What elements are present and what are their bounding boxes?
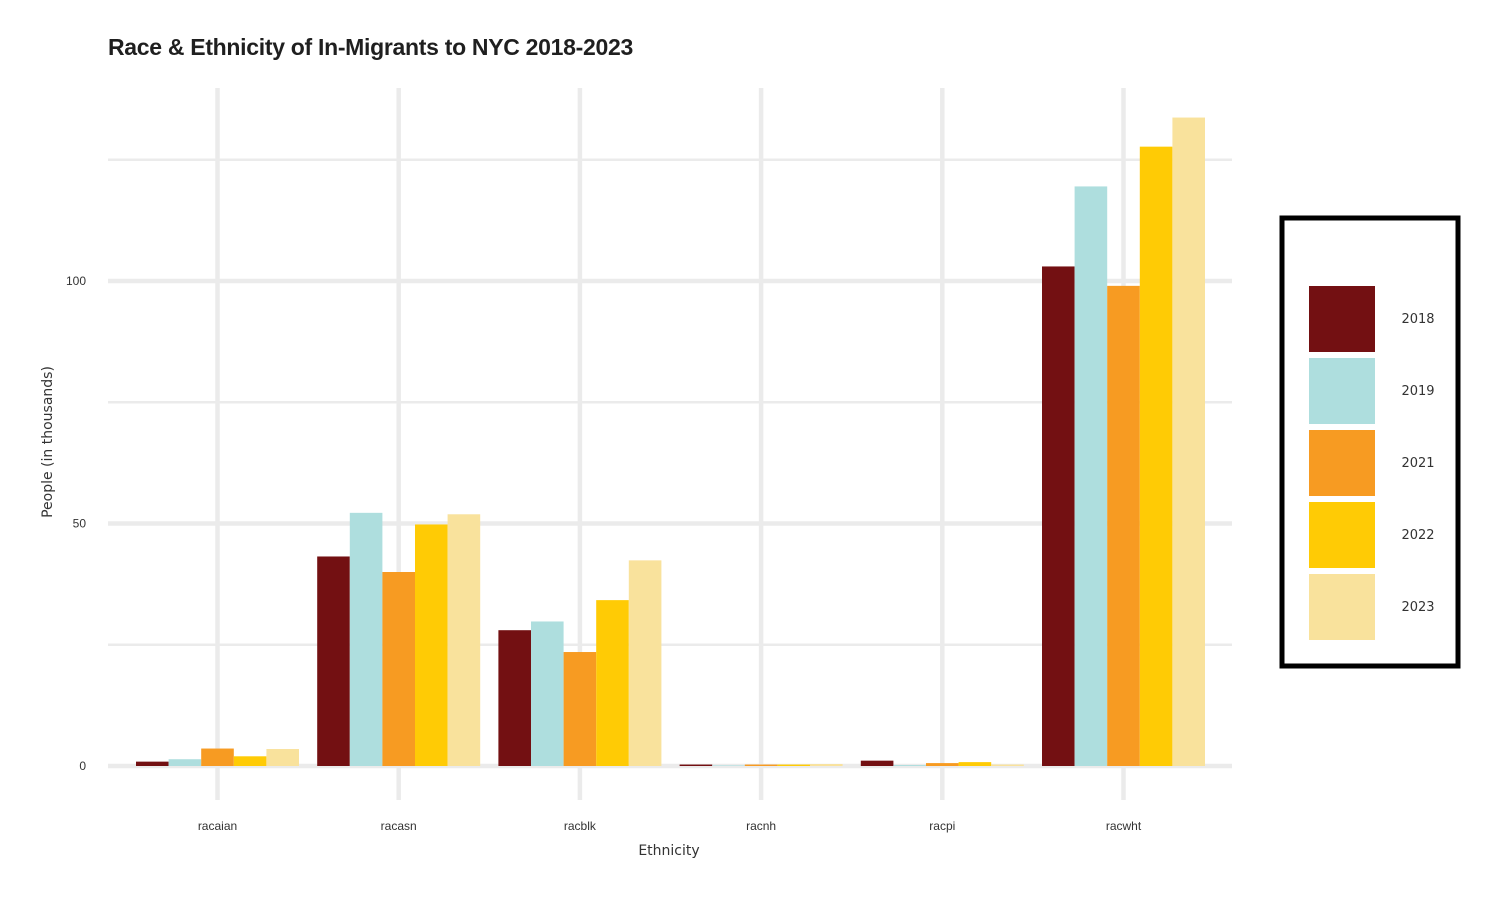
bar-racasn-2022 [415,524,448,766]
bars [136,117,1205,767]
bar-racwht-2023 [1172,117,1205,767]
legend-swatch-2023 [1309,574,1375,640]
bar-racwht-2021 [1107,285,1140,766]
bar-racwht-2022 [1139,146,1173,766]
y-axis-title: People (in thousands) [40,366,56,518]
legend-label-2023: 2023 [1401,600,1434,615]
bar-racpi-2021 [926,763,959,766]
bar-racaian-2022 [233,756,267,766]
y-tick-label: 50 [73,517,87,531]
bar-racasn-2021 [382,572,415,766]
bar-racpi-2023 [991,764,1024,766]
legend-label-2021: 2021 [1401,456,1434,471]
bar-racpi-2019 [893,765,926,766]
bar-racasn-2019 [349,512,383,766]
bar-racwht-2019 [1074,186,1108,767]
bar-racnh-2018 [679,764,713,766]
legend-swatch-2018 [1309,286,1375,352]
legend-swatch-2022 [1309,502,1375,568]
bar-racnh-2019 [712,765,745,766]
bar-racpi-2018 [860,760,894,766]
bar-racnh-2023 [810,764,843,766]
y-tick-label: 0 [79,759,86,773]
x-tick-label: racaian [198,819,237,833]
bar-racblk-2021 [563,652,597,766]
bar-racasn-2023 [447,514,481,766]
legend: 2018 2019 2021 2022 2023 [1279,215,1461,669]
x-tick-label: racasn [381,819,417,833]
x-tick-label: racnh [746,819,776,833]
x-tick-label: racpi [929,819,955,833]
x-axis-title: Ethnicity [638,843,699,859]
bar-racnh-2022 [777,764,810,766]
bar-racaian-2021 [201,748,234,766]
bar-racblk-2023 [628,560,662,766]
legend-swatch-2019 [1309,358,1375,424]
bar-racnh-2021 [744,764,778,766]
tick-labels: 0 50 100 racaian racasn racblk racnh racpi racwh… [66,274,1142,833]
bar-racwht-2018 [1042,266,1075,766]
legend-label-2022: 2022 [1401,528,1434,543]
bar-racpi-2022 [958,762,992,766]
legend-swatch-2021 [1309,430,1375,496]
x-tick-label: racblk [564,819,597,833]
bar-racaian-2018 [136,761,169,766]
y-tick-label: 100 [66,274,86,288]
bar-racblk-2018 [498,630,531,766]
bar-racaian-2023 [266,749,299,766]
grid-lines [108,88,1232,800]
bar-racblk-2019 [531,621,564,766]
chart-title: Race & Ethnicity of In-Migrants to NYC 2… [108,34,633,60]
legend-label-2019: 2019 [1401,384,1434,399]
x-tick-label: racwht [1106,819,1142,833]
bar-racaian-2019 [168,759,202,766]
bar-racasn-2018 [317,556,350,766]
legend-label-2018: 2018 [1401,312,1434,327]
bar-racblk-2022 [596,600,629,766]
